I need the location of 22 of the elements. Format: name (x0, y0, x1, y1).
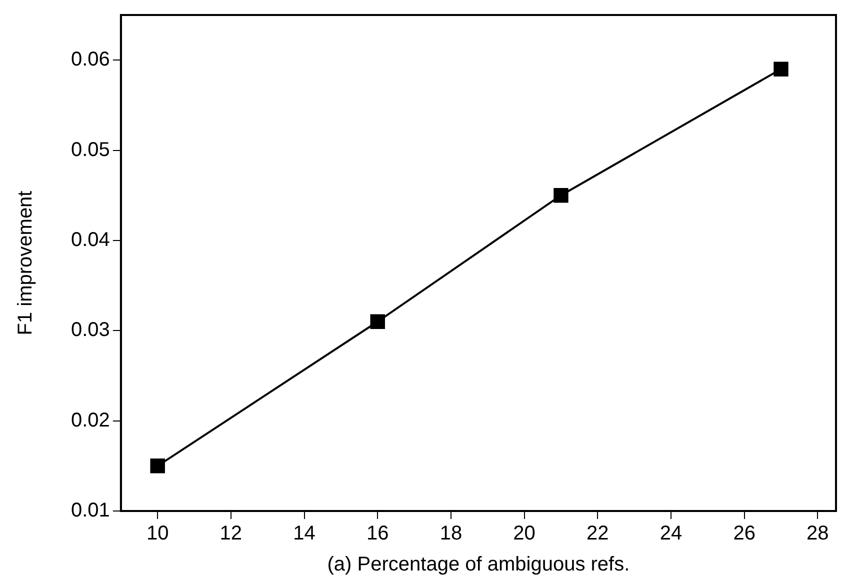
y-tick-label: 0.03 (70, 319, 110, 342)
x-tick-label: 26 (733, 522, 756, 545)
x-tick-label: 10 (146, 522, 169, 545)
x-tick-label: 20 (513, 522, 536, 545)
y-tick-label: 0.02 (70, 409, 110, 432)
x-tick-label: 12 (220, 522, 242, 545)
point (554, 188, 568, 203)
point (150, 458, 165, 474)
y-tick-label: 0.04 (70, 228, 110, 251)
point (774, 62, 788, 76)
x-tick-label: 16 (366, 522, 389, 545)
x-tick-label: 24 (660, 522, 682, 545)
point (370, 314, 385, 329)
y-tick-label: 0.06 (70, 48, 110, 71)
y-tick-label: 0.01 (70, 500, 110, 522)
x-tick-label: 28 (806, 522, 829, 545)
x-tick-label: 22 (586, 522, 609, 545)
x-tick-label: 18 (440, 522, 462, 545)
x-tick-label: 14 (293, 522, 316, 545)
y-tick-label: 0.05 (70, 138, 110, 161)
y-axis-title: F1 improvement (14, 190, 37, 336)
x-axis-title: (a) Percentage of ambiguous refs. (327, 554, 630, 576)
